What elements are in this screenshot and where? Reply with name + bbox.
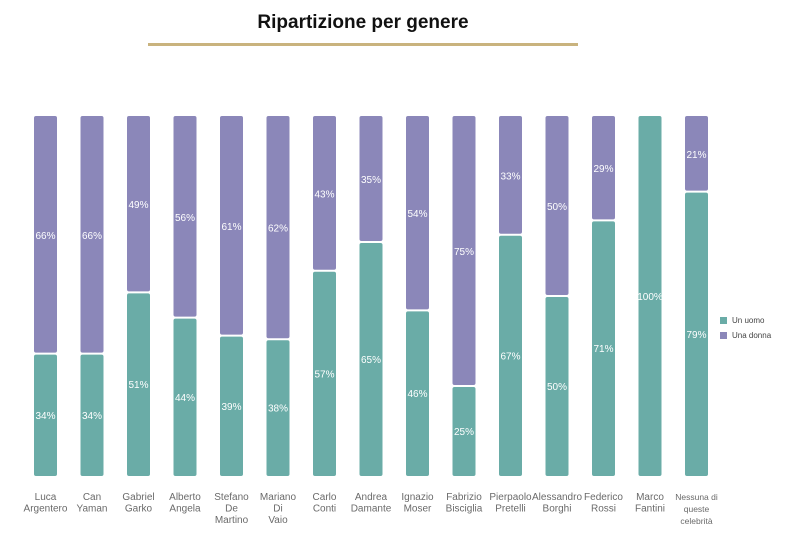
bar-un-uomo-11 xyxy=(545,297,569,476)
bar-un-uomo-9 xyxy=(452,387,476,476)
bar-un-uomo-3 xyxy=(173,318,197,476)
category-label-9: Fabrizio Bisciglia xyxy=(446,492,483,515)
category-label-3: Alberto Angela xyxy=(169,492,201,515)
category-label-8: Ignazio Moser xyxy=(401,492,434,515)
data-label-una-donna-8: 54% xyxy=(407,209,427,220)
data-label-una-donna-7: 35% xyxy=(361,175,381,186)
data-label-un-uomo-12: 71% xyxy=(593,344,613,355)
bar-un-uomo-13 xyxy=(638,116,662,476)
category-label-11: Alessandro Borghi xyxy=(532,492,582,515)
data-label-un-uomo-11: 50% xyxy=(547,382,567,393)
bar-un-uomo-0 xyxy=(34,354,57,476)
bar-un-uomo-5 xyxy=(266,340,290,476)
bar-una-donna-10 xyxy=(499,116,522,234)
data-label-una-donna-0: 66% xyxy=(35,231,55,242)
category-label-12: Federico Rossi xyxy=(584,492,623,515)
data-label-una-donna-2: 49% xyxy=(128,200,148,211)
data-label-un-uomo-4: 39% xyxy=(221,402,241,413)
bar-una-donna-3 xyxy=(173,116,197,317)
data-label-un-uomo-3: 44% xyxy=(175,393,195,404)
bar-una-donna-6 xyxy=(313,116,336,270)
category-label-7: Andrea Damante xyxy=(351,492,392,515)
legend-label-una-donna: Una donna xyxy=(732,331,772,340)
bar-una-donna-0 xyxy=(34,116,57,353)
data-label-un-uomo-14: 79% xyxy=(686,330,706,341)
bar-un-uomo-1 xyxy=(80,354,104,476)
bar-una-donna-11 xyxy=(545,116,569,295)
bar-un-uomo-14 xyxy=(685,192,708,476)
bar-una-donna-14 xyxy=(685,116,708,191)
data-label-un-uomo-6: 57% xyxy=(314,369,334,380)
data-label-un-uomo-10: 67% xyxy=(500,351,520,362)
chart-title: Ripartizione per genere xyxy=(257,12,469,33)
data-label-una-donna-1: 66% xyxy=(82,231,102,242)
data-label-un-uomo-2: 51% xyxy=(128,380,148,391)
legend-swatch-una-donna xyxy=(720,332,727,339)
category-label-0: Luca Argentero xyxy=(24,492,68,515)
data-label-una-donna-14: 21% xyxy=(686,150,706,161)
data-label-un-uomo-0: 34% xyxy=(35,411,55,422)
legend-item-un-uomo: Un uomo xyxy=(720,316,771,325)
category-label-1: Can Yaman xyxy=(77,492,108,515)
title-underline xyxy=(148,43,578,46)
category-label-13: Marco Fantini xyxy=(635,492,665,515)
bar-una-donna-2 xyxy=(127,116,150,292)
bar-un-uomo-10 xyxy=(499,235,522,476)
data-label-un-uomo-13: 100% xyxy=(637,292,663,303)
data-label-una-donna-9: 75% xyxy=(454,247,474,258)
data-label-una-donna-11: 50% xyxy=(547,202,567,213)
data-label-una-donna-6: 43% xyxy=(314,189,334,200)
category-label-2: Gabriel Garko xyxy=(122,492,154,515)
bar-un-uomo-2 xyxy=(127,293,150,476)
legend-label-un-uomo: Un uomo xyxy=(732,316,765,325)
bar-una-donna-9 xyxy=(452,116,476,385)
bar-una-donna-4 xyxy=(220,116,243,335)
bar-una-donna-7 xyxy=(359,116,383,241)
bar-una-donna-8 xyxy=(406,116,429,310)
category-label-6: Carlo Conti xyxy=(313,492,337,515)
bar-un-uomo-8 xyxy=(406,311,429,476)
category-label-5: Mariano Di Vaio xyxy=(260,492,297,526)
bar-una-donna-1 xyxy=(80,116,104,353)
data-label-una-donna-5: 62% xyxy=(268,224,288,235)
bar-una-donna-5 xyxy=(266,116,290,339)
bar-un-uomo-12 xyxy=(592,221,615,476)
category-label-14: Nessuna di queste celebrità xyxy=(675,492,718,526)
data-label-un-uomo-1: 34% xyxy=(82,411,102,422)
legend-swatch-un-uomo xyxy=(720,317,727,324)
bar-un-uomo-4 xyxy=(220,336,243,476)
bar-una-donna-12 xyxy=(592,116,615,220)
legend-item-una-donna: Una donna xyxy=(720,331,771,340)
data-label-una-donna-4: 61% xyxy=(221,222,241,233)
data-label-un-uomo-5: 38% xyxy=(268,404,288,415)
category-label-4: Stefano De Martino xyxy=(214,492,249,526)
bar-un-uomo-7 xyxy=(359,243,383,476)
data-label-un-uomo-7: 65% xyxy=(361,355,381,366)
data-label-un-uomo-8: 46% xyxy=(407,389,427,400)
legend: Un uomo Una donna xyxy=(720,316,771,346)
data-label-una-donna-3: 56% xyxy=(175,213,195,224)
bar-un-uomo-6 xyxy=(313,271,336,476)
data-label-un-uomo-9: 25% xyxy=(454,427,474,438)
data-label-una-donna-12: 29% xyxy=(593,164,613,175)
category-label-10: Pierpaolo Pretelli xyxy=(489,492,532,515)
data-label-una-donna-10: 33% xyxy=(500,171,520,182)
